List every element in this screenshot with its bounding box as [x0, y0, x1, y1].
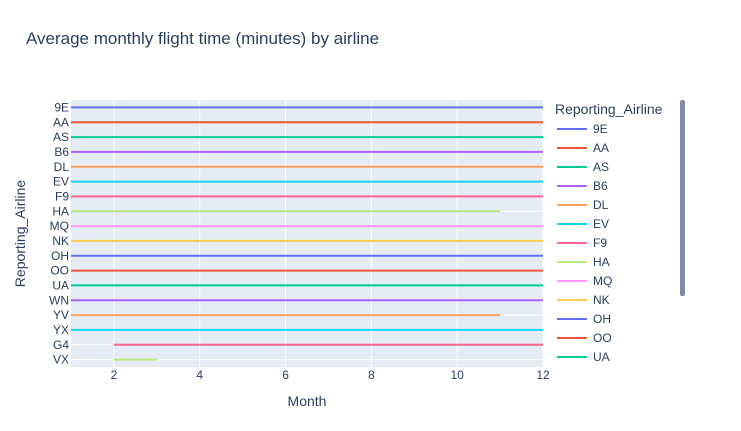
legend-item-9e[interactable]: 9E	[557, 122, 608, 136]
y-tick-label: EV	[53, 175, 69, 189]
legend-item-dl[interactable]: DL	[557, 198, 609, 212]
y-tick-label: AA	[53, 115, 69, 129]
x-axis-ticks: 2 4 6 8 10 12	[111, 368, 550, 382]
legend-label: MQ	[593, 274, 612, 288]
legend-label: B6	[593, 179, 608, 193]
legend-item-oh[interactable]: OH	[557, 312, 611, 326]
y-tick-label: MQ	[50, 219, 69, 233]
x-tick-label: 2	[111, 368, 118, 382]
x-tick-label: 6	[282, 368, 289, 382]
legend-item-ev[interactable]: EV	[557, 217, 609, 231]
x-tick-label: 12	[536, 368, 550, 382]
y-tick-label: OH	[51, 249, 69, 263]
y-tick-label: OO	[50, 264, 69, 278]
legend-item-oo[interactable]: OO	[557, 331, 612, 345]
legend-label: AA	[593, 141, 609, 155]
legend-label: NK	[593, 293, 610, 307]
y-tick-label: DL	[54, 160, 70, 174]
legend-label: 9E	[593, 122, 608, 136]
legend-item-b6[interactable]: B6	[557, 179, 608, 193]
legend-title: Reporting_Airline	[555, 101, 663, 117]
y-axis-title: Reporting_Airline	[12, 180, 28, 288]
y-tick-label: F9	[55, 189, 69, 203]
y-tick-label: G4	[53, 338, 69, 352]
legend-label: DL	[593, 198, 609, 212]
legend-item-nk[interactable]: NK	[557, 293, 610, 307]
legend-item-f9[interactable]: F9	[557, 236, 607, 250]
y-tick-label: WN	[49, 293, 69, 307]
y-tick-label: HA	[52, 204, 69, 218]
legend-label: UA	[593, 350, 610, 364]
legend-item-aa[interactable]: AA	[557, 141, 609, 155]
legend-items[interactable]: 9E AA AS B6 DL EV F9 HA MQ NK OH OO UA	[557, 122, 612, 364]
y-tick-label: YV	[53, 308, 69, 322]
y-tick-label: NK	[52, 234, 69, 248]
legend-label: EV	[593, 217, 609, 231]
legend-scrollbar[interactable]	[680, 100, 685, 296]
x-axis-title: Month	[288, 393, 327, 409]
x-tick-label: 10	[451, 368, 465, 382]
legend-item-mq[interactable]: MQ	[557, 274, 612, 288]
chart-title: Average monthly flight time (minutes) by…	[26, 29, 380, 48]
y-tick-label: AS	[53, 130, 69, 144]
x-tick-label: 4	[196, 368, 203, 382]
legend-item-ua[interactable]: UA	[557, 350, 610, 364]
legend-label: HA	[593, 255, 610, 269]
plot-area	[71, 100, 543, 367]
series-lines	[71, 106, 543, 361]
y-tick-label: UA	[52, 278, 69, 292]
y-tick-label: YX	[53, 323, 69, 337]
legend-label: F9	[593, 236, 607, 250]
legend-label: AS	[593, 160, 609, 174]
legend-item-ha[interactable]: HA	[557, 255, 610, 269]
legend-label: OH	[593, 312, 611, 326]
y-tick-label: 9E	[54, 100, 69, 114]
y-tick-label: B6	[54, 145, 69, 159]
x-tick-label: 8	[368, 368, 375, 382]
legend[interactable]: Reporting_Airline 9E AA AS B6 DL EV F9 HA MQ NK OH…	[555, 101, 663, 364]
legend-label: OO	[593, 331, 612, 345]
legend-item-as[interactable]: AS	[557, 160, 609, 174]
y-tick-label: VX	[53, 353, 69, 367]
